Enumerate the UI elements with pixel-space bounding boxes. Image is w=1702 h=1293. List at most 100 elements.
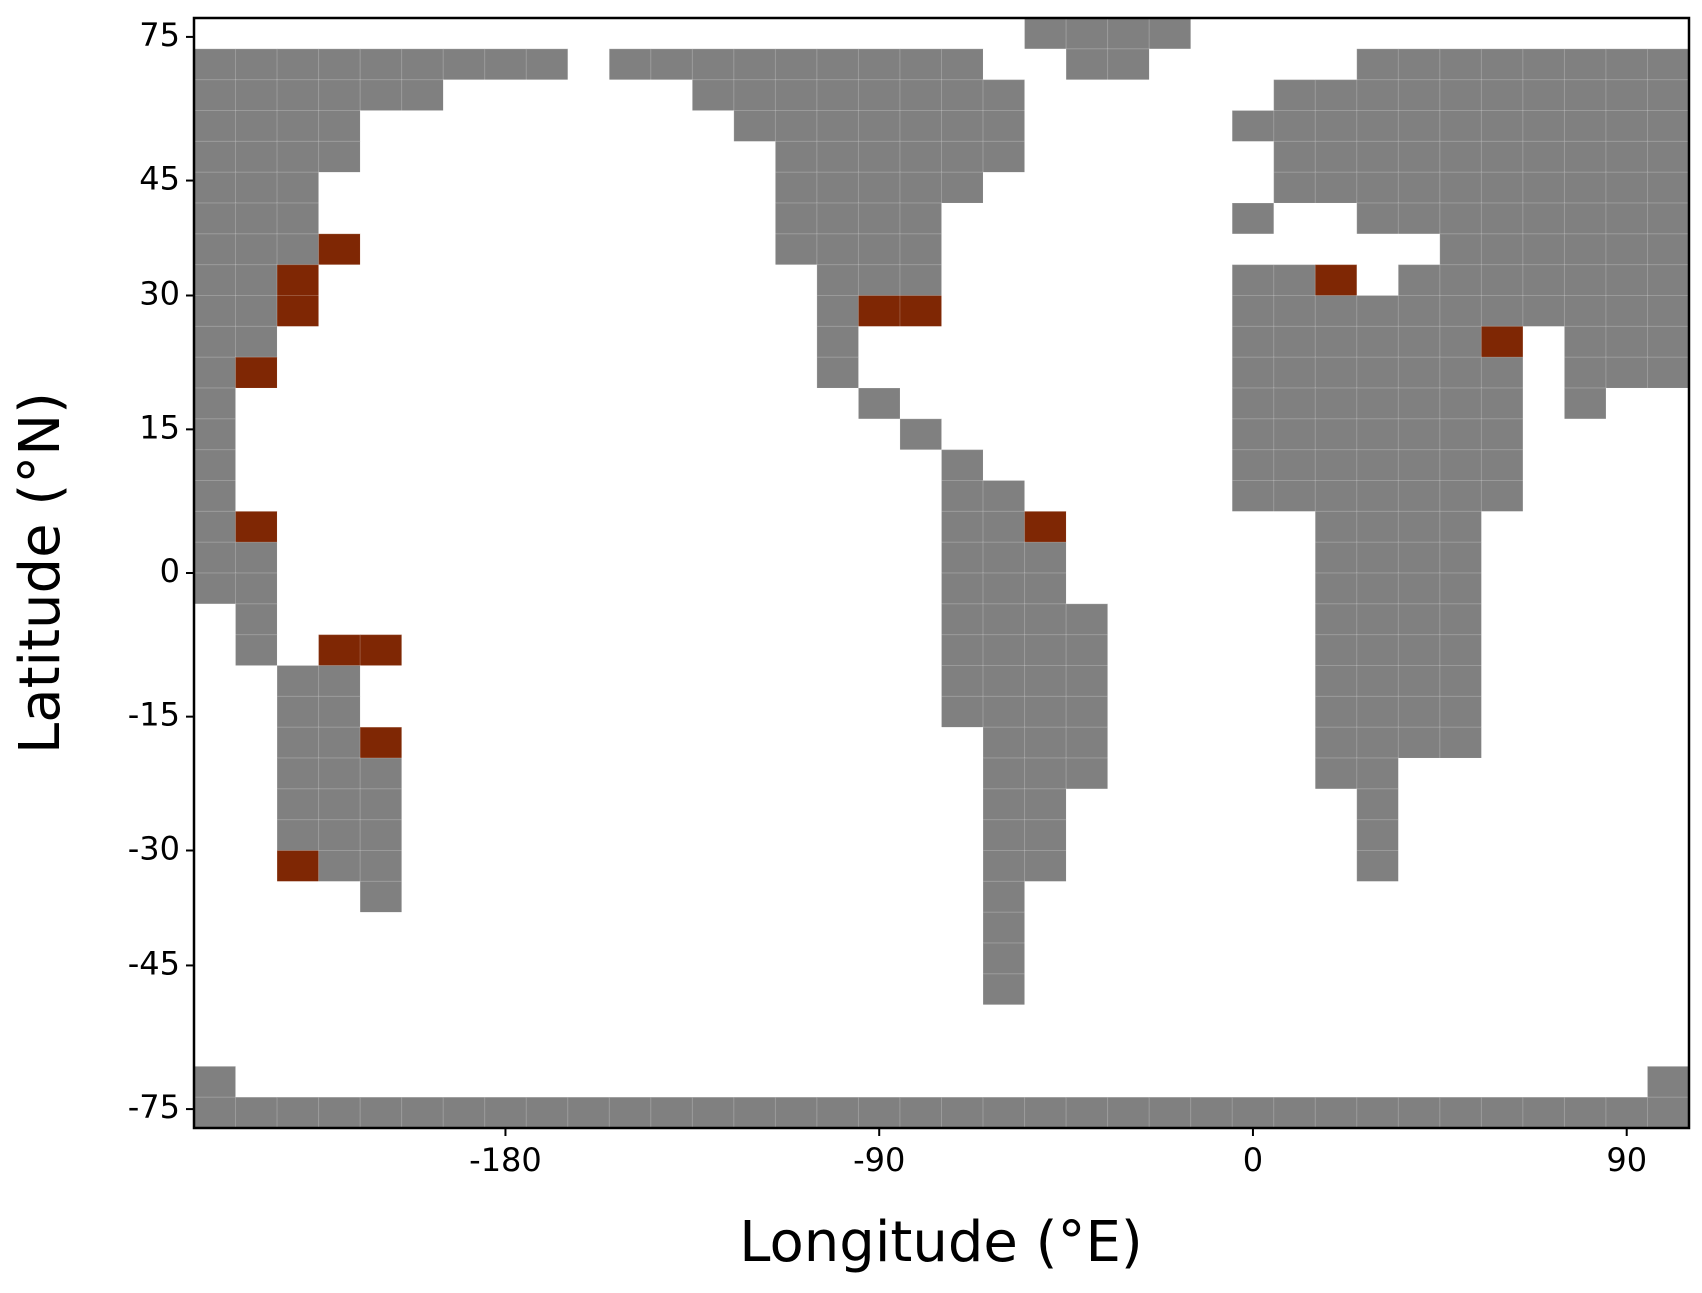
grid-cell [650, 881, 693, 913]
grid-cell [816, 788, 859, 820]
grid-cell [650, 141, 693, 173]
grid-cell [1024, 449, 1067, 481]
grid-cell [277, 388, 319, 420]
grid-cell [401, 264, 444, 296]
grid-cell [1605, 79, 1649, 112]
grid-cell [1149, 172, 1191, 204]
grid-cell [1439, 943, 1482, 975]
grid-cell [1646, 110, 1690, 143]
grid-cell [857, 48, 901, 81]
grid-cell [775, 357, 818, 389]
grid-cell [401, 1066, 444, 1098]
grid-cell [692, 1066, 735, 1098]
grid-cell [775, 542, 818, 574]
grid-cell [775, 449, 818, 481]
grid-cell [1356, 233, 1399, 265]
grid-cell [526, 480, 569, 512]
grid-cell [775, 388, 818, 420]
grid-cell [816, 850, 859, 882]
grid-cell [899, 18, 942, 50]
grid-cell [484, 973, 527, 1005]
grid-cell [235, 1096, 278, 1129]
grid-cell [816, 603, 859, 635]
grid-cell [1522, 140, 1566, 173]
grid-cell [733, 1035, 776, 1067]
grid-cell [775, 758, 818, 790]
grid-cell [1522, 727, 1565, 759]
grid-cell [816, 542, 859, 574]
grid-cell [982, 665, 1026, 698]
grid-cell [692, 696, 735, 728]
grid-cell [1522, 788, 1565, 820]
grid-cell [1066, 819, 1108, 851]
grid-cell [858, 912, 901, 944]
grid-cell [816, 202, 860, 235]
grid-cell [276, 1096, 320, 1129]
grid-cell [1605, 727, 1648, 759]
grid-cell [1314, 757, 1358, 790]
grid-cell [774, 202, 818, 235]
grid-cell [733, 943, 776, 975]
grid-cell [1480, 449, 1524, 482]
grid-cell [609, 418, 652, 450]
grid-cell [816, 449, 859, 481]
grid-cell [1273, 18, 1316, 50]
grid-cell [1190, 1066, 1233, 1098]
grid-cell [276, 202, 320, 235]
grid-cell [193, 110, 237, 143]
grid-cell [609, 141, 652, 173]
grid-cell [484, 511, 527, 543]
grid-cell [484, 203, 527, 235]
grid-cell [899, 634, 942, 666]
grid-cell [359, 880, 403, 913]
grid-cell [816, 388, 859, 420]
grid-cell [1522, 264, 1566, 297]
grid-cell [1314, 387, 1358, 420]
grid-cell [1315, 1035, 1358, 1067]
grid-cell [983, 1004, 1025, 1036]
grid-cell [733, 881, 776, 913]
grid-cell [1563, 1096, 1607, 1129]
grid-cell [899, 295, 943, 328]
grid-cell [774, 79, 818, 112]
grid-cell [857, 264, 901, 297]
grid-cell [1564, 881, 1607, 913]
grid-cell [1149, 881, 1191, 913]
grid-cell [318, 912, 361, 944]
grid-cell [1356, 695, 1400, 728]
grid-cell [1190, 973, 1233, 1005]
grid-cell [1356, 881, 1399, 913]
grid-cell [401, 542, 444, 574]
grid-cell [1480, 418, 1524, 451]
grid-cell [982, 541, 1026, 574]
grid-cell [899, 1035, 942, 1067]
grid-cell [1190, 326, 1233, 358]
grid-cell [608, 1096, 652, 1129]
grid-cell [1439, 48, 1483, 81]
grid-cell [484, 943, 527, 975]
grid-cell [858, 1066, 901, 1098]
grid-cell [1024, 973, 1067, 1005]
grid-cell [1356, 603, 1400, 636]
grid-cell [691, 48, 735, 81]
grid-cell [401, 573, 444, 605]
grid-cell [899, 418, 943, 451]
grid-cell [899, 603, 942, 635]
grid-cell [858, 480, 901, 512]
grid-cell [1273, 79, 1317, 112]
grid-cell [1522, 1066, 1565, 1098]
grid-cell [360, 388, 402, 420]
grid-cell [983, 233, 1025, 265]
grid-cell [235, 943, 278, 975]
grid-cell [1397, 48, 1441, 81]
grid-cell [775, 573, 818, 605]
grid-cell [360, 912, 402, 944]
grid-cell [1107, 326, 1150, 358]
grid-cell [692, 141, 735, 173]
grid-cell [277, 449, 319, 481]
grid-cell [1439, 264, 1483, 297]
grid-cell [941, 603, 984, 636]
grid-cell [526, 110, 569, 142]
grid-cell [484, 850, 527, 882]
grid-cell [360, 418, 402, 450]
